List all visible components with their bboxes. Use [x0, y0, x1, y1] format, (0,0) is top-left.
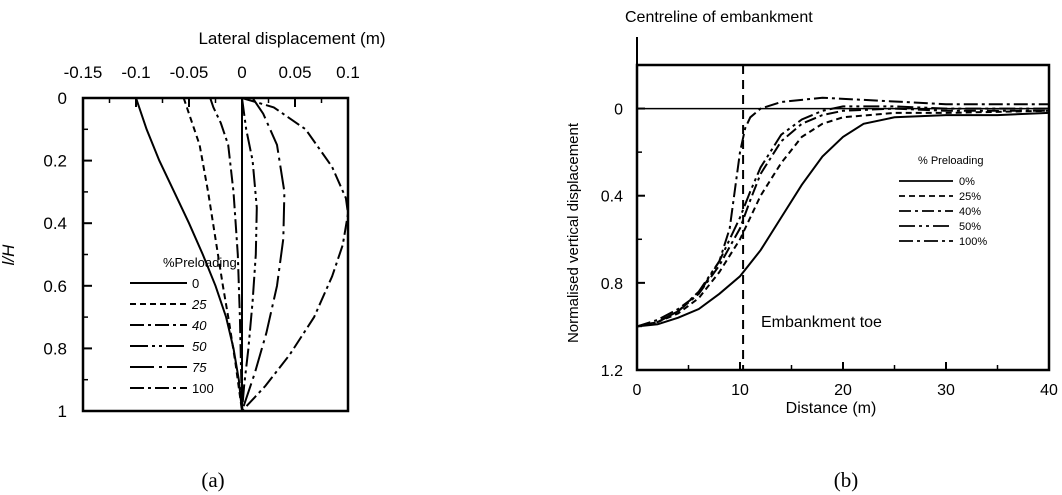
x-tick-label: 20 [834, 382, 852, 399]
y-tick-label: 0 [614, 102, 623, 119]
legend-label: 100 [192, 381, 214, 396]
panel-label-b: (b) [834, 468, 859, 492]
legend-label: 0 [192, 276, 199, 291]
series-25% [636, 109, 1050, 328]
series-0% [636, 111, 1050, 328]
series-40 [209, 97, 243, 412]
x-tick-label: -0.1 [121, 63, 150, 82]
x-tick-label: 0 [633, 382, 642, 399]
series-40% [636, 107, 1049, 328]
x-tick-label: 40 [1040, 382, 1058, 399]
y-tick-label: 0.4 [43, 214, 67, 233]
x-tick-label: -0.05 [170, 63, 209, 82]
vertical-displacement-chart: Centreline of embankment 0 10 20 30 40 0 0.4 0.… [565, 9, 1058, 492]
y-tick-label: 1 [58, 402, 67, 421]
x-tick-label: -0.15 [64, 63, 103, 82]
series-50% [636, 105, 1049, 328]
series-75 [241, 97, 286, 412]
x-tick-label: 10 [731, 382, 749, 399]
y-tick-label: 0.8 [43, 339, 67, 358]
legend-label: 40% [959, 206, 981, 218]
y-tick-label: 0.8 [601, 276, 623, 293]
y-tick-label: 0 [58, 89, 67, 108]
legend-label: 40 [192, 318, 207, 333]
centreline-label: Centreline of embankment [625, 9, 813, 26]
y-tick-label: 0.4 [601, 189, 623, 206]
y-tick-label: 1.2 [601, 363, 623, 380]
x-tick-label: 0.05 [278, 63, 311, 82]
x-tick-label: 0.1 [336, 63, 360, 82]
x-tick-label: 0 [237, 63, 246, 82]
y-axis-label: Normalised vertical displacement [565, 122, 582, 343]
series-100% [636, 96, 1049, 328]
series-50 [241, 97, 258, 412]
y-axis-label: l/H [0, 244, 18, 266]
legend-label: 25 [191, 297, 207, 312]
x-tick-label: 30 [937, 382, 955, 399]
legend-label: 100% [959, 236, 987, 248]
series-25 [182, 97, 243, 412]
legend-label: 75 [192, 360, 207, 375]
legend-title: %Preloading [163, 255, 237, 270]
toe-label: Embankment toe [761, 314, 882, 331]
legend-label: 0% [959, 176, 975, 188]
series-100 [241, 97, 350, 412]
legend-label: 50% [959, 221, 981, 233]
legend-label: 50 [192, 339, 207, 354]
x-axis-label: Lateral displacement (m) [198, 29, 385, 48]
x-axis-label: Distance (m) [786, 400, 877, 417]
y-tick-label: 0.6 [43, 277, 67, 296]
y-tick-label: 0.2 [43, 152, 67, 171]
panel-label-a: (a) [201, 468, 224, 492]
legend-title: % Preloading [918, 155, 983, 167]
legend-label: 25% [959, 191, 981, 203]
lateral-displacement-chart: -0.15 -0.1 -0.05 0 0.05 0.1 0 0.2 0.4 0.6 0.8 1 Lat… [0, 29, 386, 492]
